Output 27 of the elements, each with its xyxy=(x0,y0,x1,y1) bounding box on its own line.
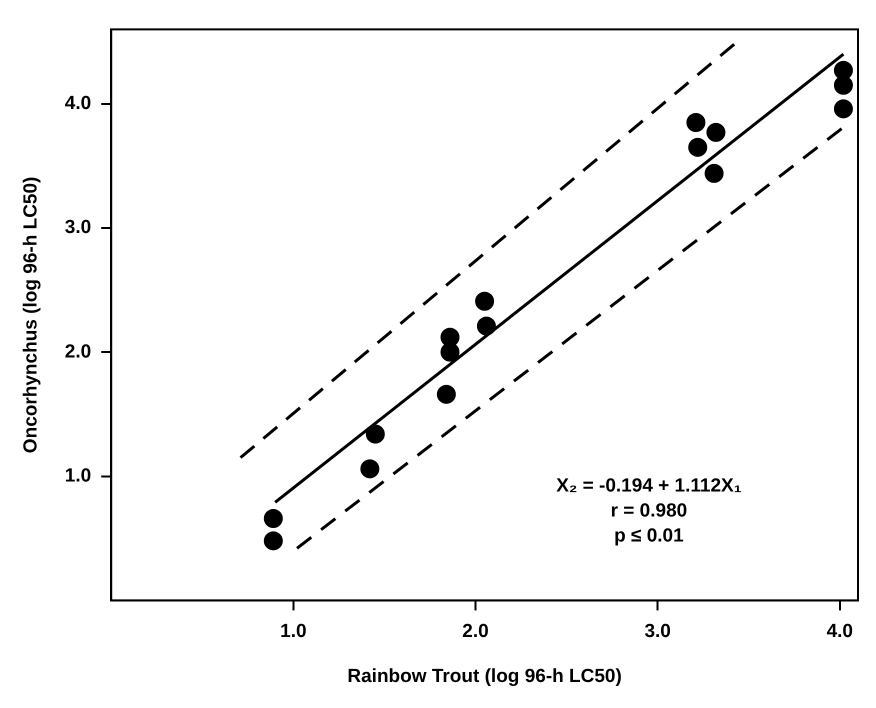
y-tick-label: 3.0 xyxy=(64,217,92,238)
point xyxy=(688,138,708,157)
x-tick-label: 4.0 xyxy=(826,621,853,642)
annotation: r = 0.980 xyxy=(610,500,688,522)
point xyxy=(360,459,380,478)
y-tick-label: 2.0 xyxy=(64,341,92,362)
point xyxy=(704,164,724,183)
y-tick-label: 4.0 xyxy=(64,93,92,114)
x-tick-label: 1.0 xyxy=(280,621,307,642)
x-axis-title: Rainbow Trout (log 96-h LC50) xyxy=(347,666,622,687)
annotation: X₂ = -0.194 + 1.112X₁ xyxy=(556,475,742,496)
x-tick-label: 3.0 xyxy=(644,621,671,642)
point xyxy=(440,328,460,347)
point xyxy=(476,316,496,336)
point xyxy=(706,122,726,142)
y-axis-title: Oncorhynchus (log 96-h LC50) xyxy=(20,176,42,454)
point xyxy=(834,76,853,95)
point xyxy=(264,531,283,550)
point xyxy=(264,508,283,528)
point xyxy=(686,113,706,132)
y-tick-label: 1.0 xyxy=(64,466,92,487)
point xyxy=(436,384,456,404)
point xyxy=(834,99,853,118)
annotation: p ≤ 0.01 xyxy=(614,525,684,546)
x-tick-label: 2.0 xyxy=(462,621,489,642)
point xyxy=(475,292,494,311)
point xyxy=(366,424,385,444)
